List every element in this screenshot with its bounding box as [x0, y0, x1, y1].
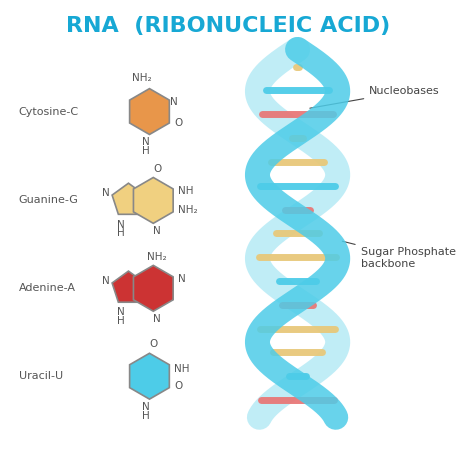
Polygon shape — [134, 266, 173, 311]
Text: Uracil-U: Uracil-U — [18, 371, 63, 381]
Text: N: N — [178, 274, 186, 284]
Text: N: N — [153, 314, 161, 324]
Text: O: O — [174, 118, 182, 128]
Text: H: H — [117, 228, 125, 238]
Text: NH₂: NH₂ — [132, 73, 152, 83]
Polygon shape — [129, 89, 169, 135]
Text: H: H — [142, 146, 149, 156]
Text: N: N — [153, 226, 161, 236]
Text: O: O — [174, 381, 182, 391]
Polygon shape — [129, 353, 169, 399]
Text: O: O — [149, 339, 157, 349]
Text: N: N — [101, 188, 109, 198]
Text: N: N — [101, 276, 109, 286]
Text: N: N — [117, 307, 125, 318]
Polygon shape — [112, 183, 145, 214]
Text: Nucleobases: Nucleobases — [310, 87, 440, 108]
Text: Sugar Phosphate
backbone: Sugar Phosphate backbone — [342, 241, 456, 268]
Text: NH: NH — [174, 364, 190, 373]
Text: Guanine-G: Guanine-G — [18, 195, 79, 206]
Text: N: N — [142, 402, 149, 412]
Text: H: H — [142, 411, 149, 420]
Text: NH₂: NH₂ — [178, 205, 198, 215]
Text: Adenine-A: Adenine-A — [18, 284, 75, 293]
Text: N: N — [142, 137, 149, 148]
Text: Cytosine-C: Cytosine-C — [18, 106, 79, 117]
Text: NH₂: NH₂ — [147, 252, 167, 261]
Polygon shape — [112, 271, 145, 302]
Text: RNA  (RIBONUCLEIC ACID): RNA (RIBONUCLEIC ACID) — [66, 16, 390, 35]
Text: N: N — [171, 97, 178, 107]
Polygon shape — [134, 177, 173, 223]
Text: H: H — [117, 316, 125, 326]
Text: NH: NH — [178, 186, 194, 196]
Text: O: O — [153, 164, 161, 174]
Text: N: N — [117, 219, 125, 230]
